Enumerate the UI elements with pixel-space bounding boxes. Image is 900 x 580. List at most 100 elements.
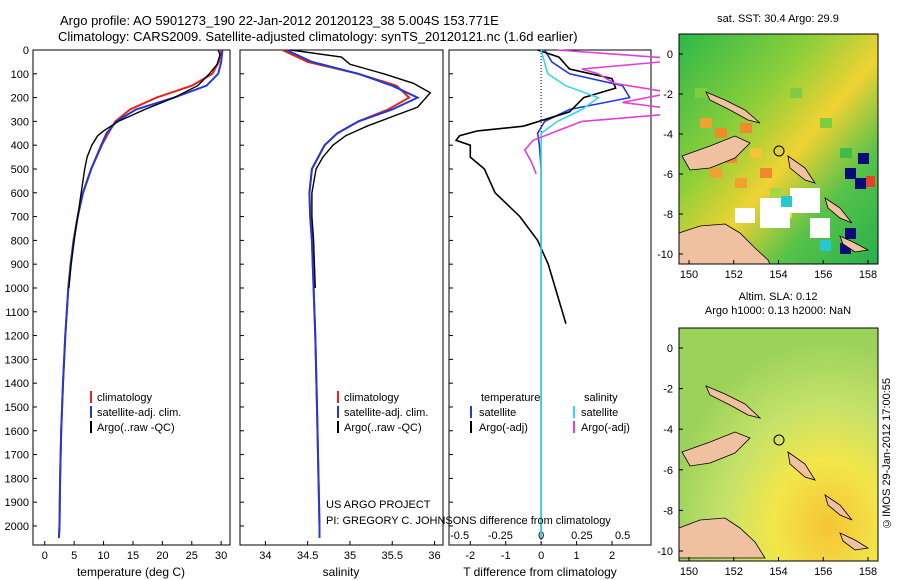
sla-map-title: Altim. SLA: 0.12 (738, 291, 818, 303)
sst-cyan-pixel (820, 240, 831, 251)
land-new-guinea (678, 517, 766, 559)
sst-pixel (710, 168, 722, 178)
salinity-axis: 34 34.5 35 35.5 36 (259, 541, 441, 562)
map-y-tick-label: -6 (663, 465, 673, 477)
salinity-xlabel: salinity (323, 565, 360, 579)
map-y-tick-label: 0 (667, 49, 673, 61)
x-tick-label: 34 (259, 550, 271, 562)
x-tick-label: 36 (428, 550, 440, 562)
x-tick-label: -1 (501, 550, 511, 562)
depth-tick-label: 700 (11, 212, 29, 224)
x-tick-label: -2 (465, 550, 475, 562)
land-guadalcanal (839, 532, 870, 551)
sst-pixel (695, 88, 707, 98)
map-x-tick-label: 154 (769, 269, 787, 281)
depth-tick-label: 1100 (5, 307, 29, 319)
land-guadalcanal (839, 235, 870, 253)
climatology-title: Climatology: CARS2009. Satellite-adjuste… (58, 29, 578, 44)
sst-cold-pixel (845, 228, 856, 239)
argo-location-marker (773, 434, 785, 446)
sst-map-title: sat. SST: 30.4 Argo: 29.9 (717, 13, 839, 25)
depth-tick-label: 1400 (5, 378, 29, 390)
temperature-series (57, 49, 224, 538)
depth-tick-label: 100 (11, 69, 29, 81)
sst-cyan-pixel (781, 196, 792, 207)
map-y-tick-label: -8 (663, 209, 673, 221)
map-x-tick-label: 158 (859, 269, 877, 281)
x-tick-label: 2 (609, 550, 615, 562)
argo-location-marker (773, 145, 785, 157)
map-y-tick-label: -6 (663, 169, 673, 181)
sst-cold-pixel (845, 168, 856, 179)
imos-watermark: ©IMOS 29-Jan-2012 17:00:55 (881, 378, 893, 529)
land-solomons (824, 494, 853, 521)
depth-tick-label: 0 (23, 45, 29, 57)
series-line-temperature-argo-adj- (454, 49, 617, 324)
depth-tick-label: 500 (11, 164, 29, 176)
series-line-satellite-adj-clim- (57, 49, 224, 538)
sst-pixel (750, 148, 762, 158)
series-line-argo-raw-qc- (290, 49, 432, 289)
sst-hot-pixel (866, 176, 875, 187)
legend-temperature-title: temperature (481, 392, 540, 404)
series-line-argo-raw-qc- (68, 49, 221, 289)
salinity-legend: climatology satellite-adj. clim. Argo(..… (337, 391, 428, 434)
sst-axes: 150 152 154 156 158 0 -2 -4 -6 -8 -10 (657, 49, 877, 281)
x-tick-label: 5 (71, 550, 77, 562)
s-tick-label: -0.25 (488, 530, 513, 542)
map-x-tick-label: 156 (814, 566, 832, 578)
sla-axes: 150 152 154 156 158 0 -2 -4 -6 -8 -10 (657, 343, 877, 578)
temperature-xlabel: temperature (deg C) (77, 565, 185, 579)
x-tick-label: 1 (574, 550, 580, 562)
sst-cold-pixel (858, 153, 869, 164)
legend-salinity-title: salinity (584, 392, 618, 404)
pi-label: PI: GREGORY C. JOHNSON (326, 515, 469, 527)
land-new-ireland (705, 91, 761, 124)
sst-pixel (770, 188, 782, 198)
land-solomons (824, 197, 853, 224)
depth-tick-label: 200 (11, 93, 29, 105)
sst-map: 150 152 154 156 158 0 -2 -4 -6 -8 -10 (657, 33, 879, 281)
profile-title: Argo profile: AO 5901273_190 22-Jan-2012… (60, 13, 499, 28)
x-tick-label: 35.5 (382, 550, 403, 562)
map-x-tick-label: 154 (769, 566, 787, 578)
legend-t-satellite: satellite (479, 407, 516, 419)
sst-pixel (760, 168, 772, 178)
series-line-temperature-satellite (536, 49, 631, 538)
legend-climatology: climatology (344, 392, 400, 404)
map-x-tick-label: 150 (680, 566, 698, 578)
depth-tick-label: 900 (11, 259, 29, 271)
x-tick-label: 10 (97, 550, 109, 562)
depth-tick-label: 1800 (5, 473, 29, 485)
s-tick-label: -0.5 (450, 530, 469, 542)
sst-pixel (790, 88, 802, 98)
sst-pixel (840, 148, 852, 158)
x-tick-label: 25 (186, 550, 198, 562)
land-new-ireland (705, 385, 762, 419)
sst-cold-pixel (855, 178, 866, 189)
sla-map: 150 152 154 156 158 0 -2 -4 -6 -8 -10 (657, 327, 879, 578)
series-line-salinity-argo-adj- (523, 49, 660, 175)
legend-s-argo: Argo(-adj) (581, 422, 630, 434)
map-y-tick-label: -4 (663, 424, 673, 436)
legend-s-satellite: satellite (581, 407, 618, 419)
x-tick-label: 34.5 (297, 550, 318, 562)
profile-charts: 0100200300400500600700800900100011001200… (5, 45, 660, 579)
map-y-tick-label: -10 (657, 249, 673, 261)
depth-tick-label: 1200 (5, 331, 29, 343)
depth-tick-label: 300 (11, 116, 29, 128)
map-y-tick-label: -4 (663, 129, 673, 141)
salinity-panel (239, 49, 444, 546)
sst-pixel (700, 118, 712, 128)
temperature-axis: 0 5 10 15 20 25 30 (42, 541, 227, 562)
depth-tick-label: 2000 (5, 521, 29, 533)
map-y-tick-label: -8 (663, 505, 673, 517)
depth-tick-label: 1900 (5, 497, 29, 509)
series-line-salinity-satellite (540, 49, 600, 538)
sst-pixel (715, 128, 727, 138)
sst-nodata (790, 188, 820, 213)
x-tick-label: 30 (215, 550, 227, 562)
map-x-tick-label: 158 (859, 566, 877, 578)
depth-tick-label: 1600 (5, 426, 29, 438)
